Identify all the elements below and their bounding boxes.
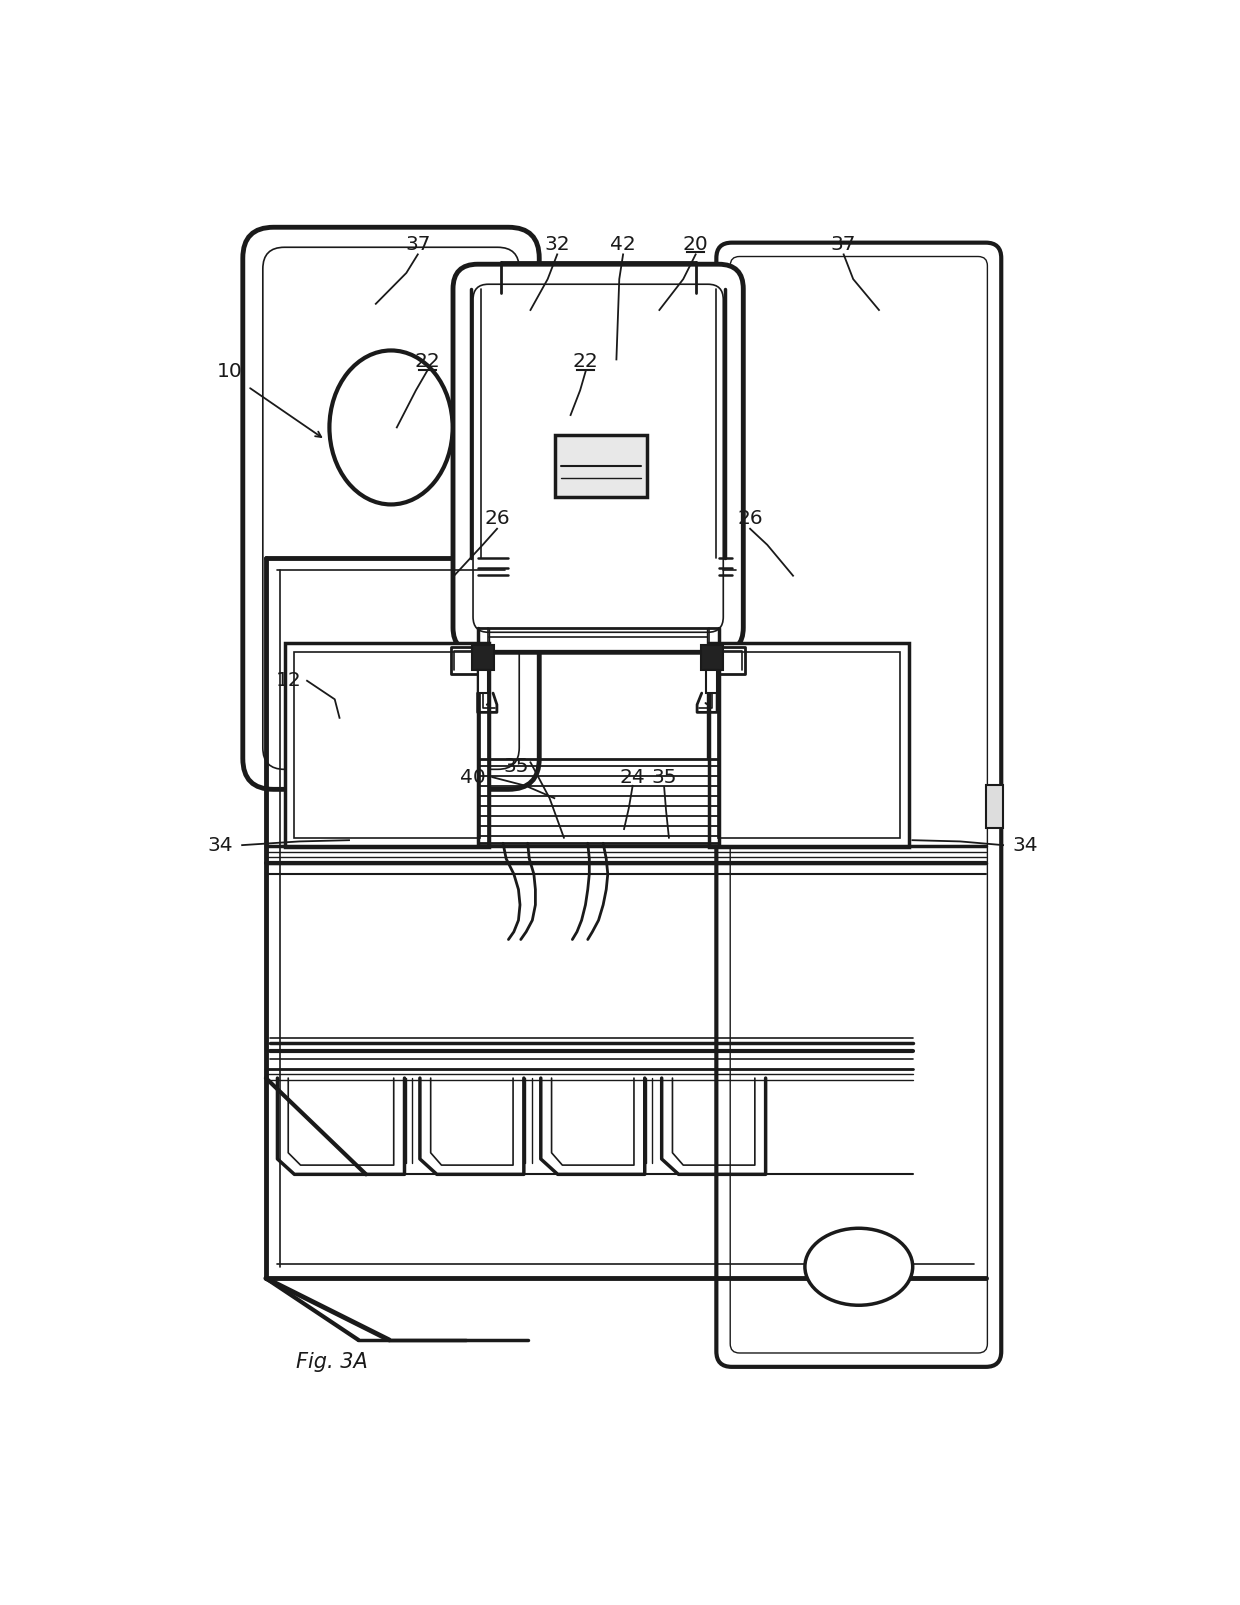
Text: 35: 35 (503, 756, 529, 775)
Bar (294, 652, 480, 838)
Text: 37: 37 (831, 234, 857, 254)
Text: 20: 20 (683, 234, 708, 254)
Bar (707, 669, 717, 693)
Text: 42: 42 (610, 234, 636, 254)
Bar (708, 644, 909, 847)
FancyBboxPatch shape (243, 228, 539, 790)
Ellipse shape (805, 1228, 913, 1305)
Bar (718, 652, 899, 838)
Ellipse shape (330, 350, 453, 504)
Bar (986, 785, 1003, 828)
Text: 34: 34 (1012, 836, 1038, 854)
Bar (554, 435, 647, 498)
Text: 26: 26 (738, 509, 763, 528)
Text: 37: 37 (405, 234, 430, 254)
Text: 32: 32 (544, 234, 570, 254)
Text: 22: 22 (573, 353, 599, 371)
Text: 24: 24 (620, 767, 646, 786)
Text: 10: 10 (217, 363, 243, 382)
Bar (477, 669, 489, 693)
Text: 12: 12 (277, 671, 301, 690)
FancyBboxPatch shape (717, 242, 1001, 1367)
Text: Fig. 3A: Fig. 3A (296, 1351, 368, 1372)
FancyBboxPatch shape (453, 265, 743, 652)
Bar (701, 645, 723, 669)
Text: 40: 40 (460, 767, 486, 786)
Text: 22: 22 (414, 353, 440, 371)
Text: 26: 26 (485, 509, 510, 528)
Bar (472, 645, 494, 669)
Bar (285, 644, 490, 847)
Text: 35: 35 (651, 767, 677, 786)
Text: 34: 34 (207, 836, 233, 854)
